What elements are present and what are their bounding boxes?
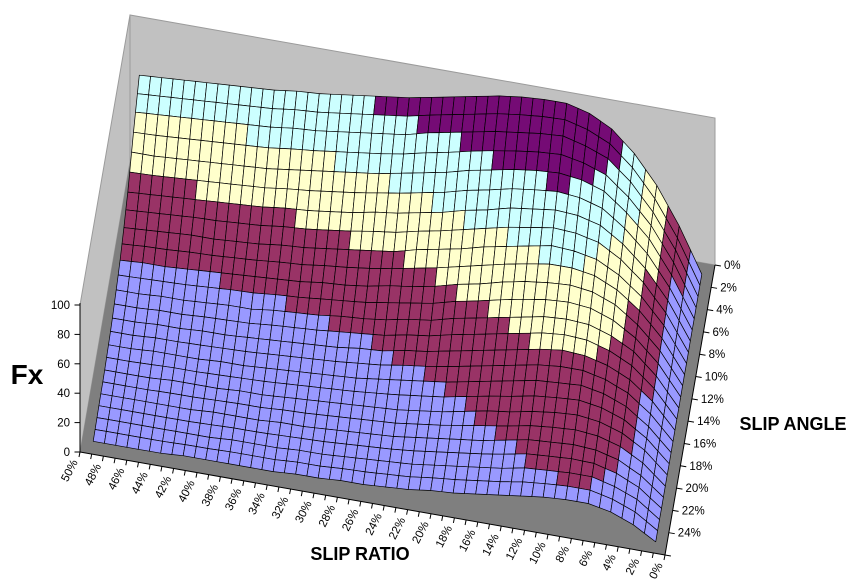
slip-ratio-tick-label: 42% bbox=[153, 474, 174, 500]
slip-ratio-tick-label: 6% bbox=[577, 549, 595, 569]
slip-ratio-tick-label: 48% bbox=[83, 462, 104, 488]
x-axis-title: SLIP RATIO bbox=[310, 544, 409, 564]
slip-ratio-tick-label: 0% bbox=[647, 561, 665, 579]
z-axis-title: Fx bbox=[11, 359, 44, 390]
slip-ratio-tick-label: 50% bbox=[60, 458, 81, 484]
slip-angle-tick-label: 2% bbox=[720, 282, 737, 294]
fx-tick-label: 20 bbox=[57, 418, 70, 430]
slip-ratio-tick-label: 28% bbox=[317, 503, 338, 529]
slip-angle-tick-label: 12% bbox=[701, 394, 724, 406]
slip-ratio-tick-label: 26% bbox=[340, 507, 361, 533]
fx-tick-label: 100 bbox=[51, 300, 70, 312]
slip-ratio-tick-label: 40% bbox=[177, 479, 198, 505]
slip-ratio-tick-label: 32% bbox=[270, 495, 291, 521]
surface-mesh bbox=[92, 74, 703, 543]
slip-angle-tick-label: 10% bbox=[705, 372, 728, 384]
slip-ratio-tick-label: 16% bbox=[457, 528, 478, 554]
slip-ratio-tick-label: 10% bbox=[528, 540, 549, 566]
slip-ratio-tick-label: 30% bbox=[294, 499, 315, 525]
fx-tick-label: 40 bbox=[57, 388, 70, 400]
fx-tick-label: 80 bbox=[57, 329, 70, 341]
slip-ratio-tick-label: 4% bbox=[601, 553, 619, 573]
slip-ratio-tick-label: 12% bbox=[504, 536, 525, 562]
slip-ratio-tick-label: 8% bbox=[554, 544, 572, 564]
slip-ratio-tick-label: 22% bbox=[387, 516, 408, 542]
slip-angle-tick-label: 8% bbox=[709, 349, 726, 361]
slip-ratio-tick-label: 36% bbox=[223, 487, 244, 513]
slip-ratio-tick-label: 38% bbox=[200, 483, 221, 509]
fx-tick-label: 0 bbox=[64, 447, 70, 459]
slip-ratio-tick-label: 18% bbox=[434, 524, 455, 550]
slip-angle-tick-label: 0% bbox=[724, 260, 741, 272]
axis-titles: Fx SLIP RATIO SLIP ANGLE bbox=[11, 359, 847, 564]
slip-ratio-tick-label: 44% bbox=[130, 470, 151, 496]
slip-ratio-tick-label: 14% bbox=[481, 532, 502, 558]
slip-ratio-tick-label: 46% bbox=[106, 466, 127, 492]
slip-ratio-tick-label: 2% bbox=[624, 557, 642, 577]
slip-angle-tick-label: 20% bbox=[686, 483, 709, 495]
slip-ratio-tick-label: 20% bbox=[411, 520, 432, 546]
slip-angle-tick-label: 4% bbox=[716, 305, 733, 317]
slip-ratio-tick-label: 24% bbox=[364, 512, 385, 538]
slip-angle-tick-label: 16% bbox=[693, 439, 716, 451]
slip-angle-tick-label: 18% bbox=[689, 461, 712, 473]
y-axis-title: SLIP ANGLE bbox=[739, 414, 846, 434]
slip-angle-tick-label: 6% bbox=[713, 327, 730, 339]
slip-angle-tick-label: 24% bbox=[678, 528, 701, 540]
slip-angle-tick-label: 14% bbox=[697, 416, 720, 428]
fx-tick-label: 60 bbox=[57, 359, 70, 371]
slip-angle-tick-label: 22% bbox=[682, 505, 705, 517]
slip-ratio-tick-label: 34% bbox=[247, 491, 268, 517]
